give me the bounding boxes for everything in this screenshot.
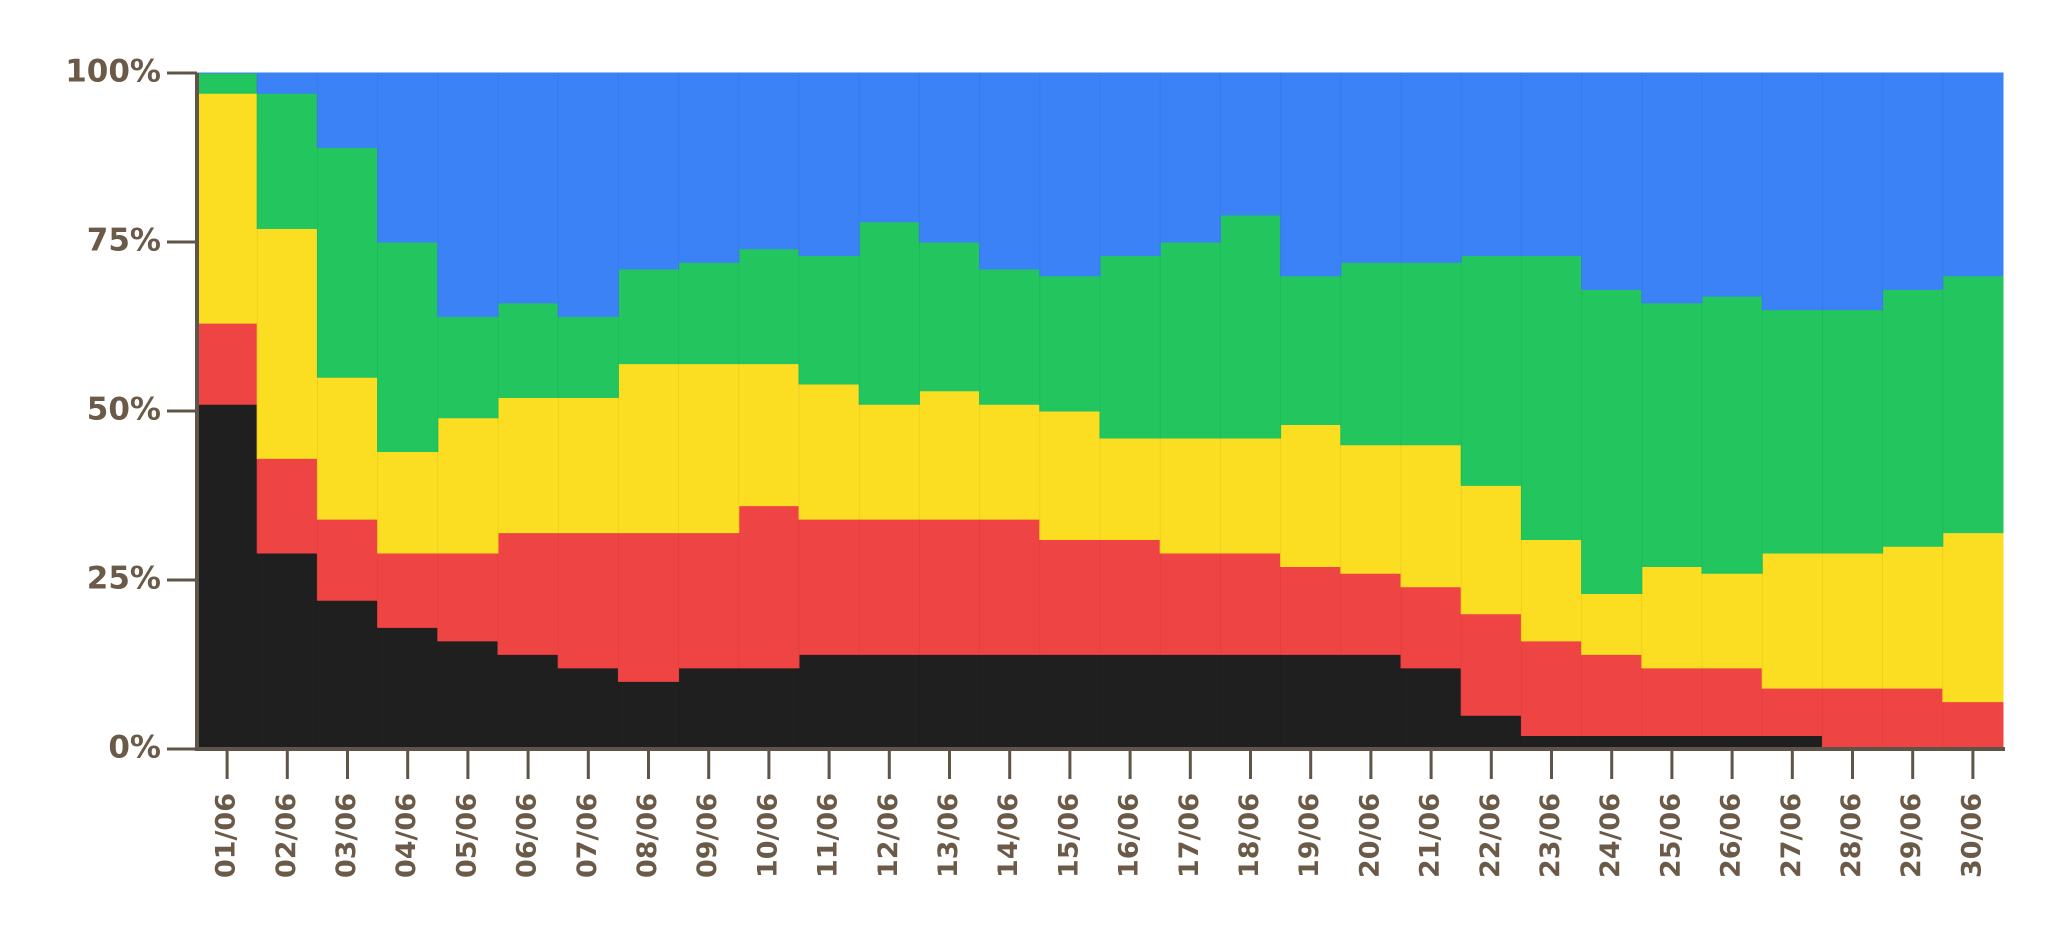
x-tick-label: 28/06 bbox=[1836, 793, 1867, 878]
x-tick-label: 03/06 bbox=[331, 793, 362, 878]
x-tick-label: 15/06 bbox=[1053, 793, 1084, 878]
x-tick-label: 12/06 bbox=[873, 793, 904, 878]
series-area-5 bbox=[197, 72, 2004, 317]
x-tick-label: 16/06 bbox=[1114, 793, 1145, 878]
x-axis-ticks: 01/06 02/06 03/06 04/06 05/06 06/06 07/06 08/06… bbox=[211, 749, 1987, 878]
x-tick-label: 24/06 bbox=[1595, 793, 1626, 878]
x-tick-label: 27/06 bbox=[1776, 793, 1807, 878]
column-dividers bbox=[256, 73, 1944, 749]
x-tick-label: 19/06 bbox=[1294, 793, 1325, 878]
x-tick-label: 13/06 bbox=[933, 793, 964, 878]
x-tick-label: 14/06 bbox=[993, 793, 1024, 878]
x-tick-label: 23/06 bbox=[1535, 793, 1566, 878]
y-tick-label: 75% bbox=[87, 223, 161, 259]
x-tick-label: 06/06 bbox=[512, 793, 543, 878]
x-tick-label: 10/06 bbox=[752, 793, 783, 878]
x-tick-label: 01/06 bbox=[211, 793, 242, 878]
x-tick-label: 18/06 bbox=[1234, 793, 1265, 878]
x-tick-label: 17/06 bbox=[1174, 793, 1205, 878]
x-tick-label: 09/06 bbox=[692, 793, 723, 878]
series-areas bbox=[196, 72, 2004, 750]
x-tick-label: 29/06 bbox=[1896, 793, 1927, 878]
x-tick-label: 22/06 bbox=[1475, 793, 1506, 878]
x-tick-label: 26/06 bbox=[1716, 793, 1747, 878]
x-tick-label: 07/06 bbox=[572, 793, 603, 878]
y-tick-label: 0% bbox=[108, 730, 161, 766]
y-tick-label: 100% bbox=[65, 54, 161, 90]
x-tick-label: 05/06 bbox=[451, 793, 482, 878]
x-tick-label: 21/06 bbox=[1415, 793, 1446, 878]
y-tick-label: 25% bbox=[87, 561, 161, 597]
y-tick-label: 50% bbox=[87, 392, 161, 428]
x-tick-label: 08/06 bbox=[632, 793, 663, 878]
x-tick-label: 20/06 bbox=[1354, 793, 1385, 878]
y-axis-ticks: 0% 25% 50% 75% 100% bbox=[65, 54, 197, 766]
x-tick-label: 25/06 bbox=[1655, 793, 1686, 878]
x-tick-label: 04/06 bbox=[391, 793, 422, 878]
x-tick-label: 02/06 bbox=[271, 793, 302, 878]
x-tick-label: 30/06 bbox=[1956, 793, 1987, 878]
x-tick-label: 11/06 bbox=[813, 793, 844, 878]
